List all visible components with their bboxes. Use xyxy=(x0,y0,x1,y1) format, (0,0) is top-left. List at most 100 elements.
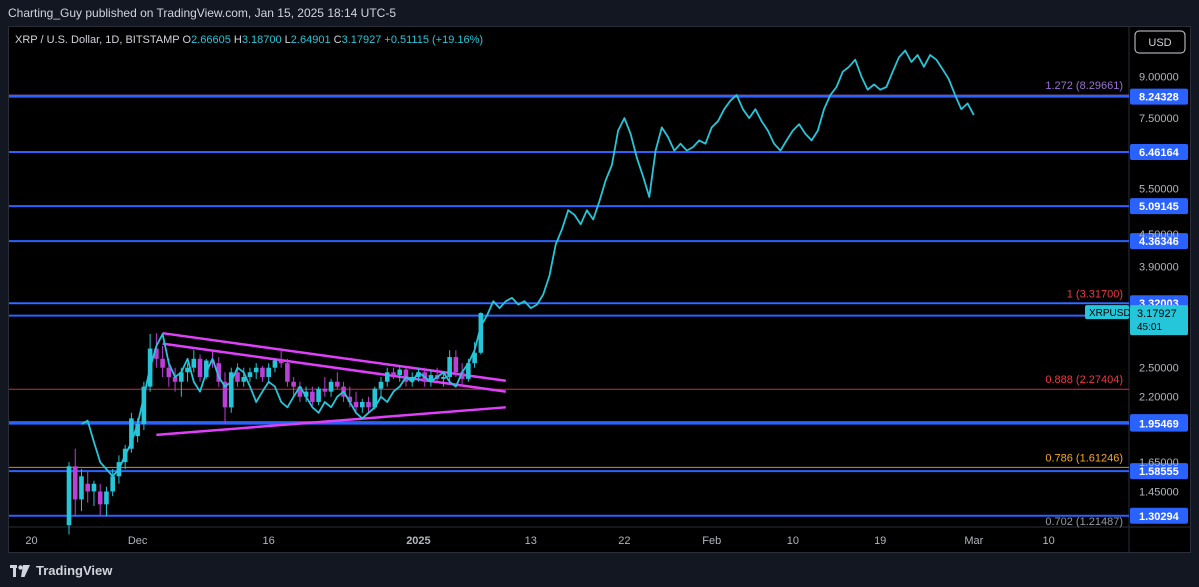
candle xyxy=(172,367,178,392)
candle-body xyxy=(378,381,384,389)
price-tag-bg xyxy=(1130,507,1188,524)
candle-body xyxy=(453,357,459,373)
candle-body xyxy=(303,391,309,397)
chart-frame[interactable]: 8.243286.461645.091454.363463.320033.144… xyxy=(8,26,1191,553)
price-tick-label: 9.00000 xyxy=(1139,72,1179,84)
candle-body xyxy=(347,396,353,402)
candle xyxy=(191,350,197,373)
fib-label: 1 (3.31700) xyxy=(1067,288,1123,300)
candle-body xyxy=(253,367,259,373)
candle xyxy=(453,350,459,377)
candle-body xyxy=(72,466,78,500)
candle xyxy=(416,367,421,382)
candle-body xyxy=(359,401,365,408)
candle-body xyxy=(247,372,253,377)
candle-body xyxy=(297,386,303,397)
candle xyxy=(347,386,353,408)
candle-body xyxy=(172,376,178,382)
candle-body xyxy=(335,381,340,387)
candle-body xyxy=(266,367,271,377)
price-tag: 8.24328 xyxy=(1130,88,1188,105)
candle xyxy=(104,486,109,517)
candle xyxy=(91,480,97,507)
candle-body xyxy=(472,352,477,364)
candle-body xyxy=(203,360,209,377)
candle-body xyxy=(459,372,465,379)
price-tick-label: 2.20000 xyxy=(1139,392,1179,404)
candle xyxy=(291,376,296,397)
candle xyxy=(328,378,334,397)
candle-body xyxy=(110,476,115,492)
legend-c-value: 3.17927 xyxy=(342,34,385,46)
legend-l-value: 2.64901 xyxy=(291,34,334,46)
fib-label: 0.888 (2.27404) xyxy=(1045,374,1123,386)
candle-body xyxy=(278,360,284,364)
candle-body xyxy=(85,483,91,492)
candle xyxy=(216,357,222,387)
candle-body xyxy=(97,491,103,505)
countdown-label: 45:01 xyxy=(1137,322,1162,333)
candle xyxy=(316,386,321,406)
time-tick-label: 16 xyxy=(263,535,275,547)
candle xyxy=(378,376,384,397)
candle xyxy=(266,363,271,382)
candle xyxy=(160,346,165,377)
candle xyxy=(253,363,259,379)
candle-body xyxy=(447,357,452,377)
candle xyxy=(441,372,446,387)
last-price-tag: XRPUSD 3.17927 45:01 xyxy=(1085,305,1188,336)
candle-body xyxy=(316,388,321,402)
candle xyxy=(278,350,284,368)
price-chart[interactable]: 8.243286.461645.091454.363463.320033.144… xyxy=(9,27,1190,552)
symbol-tag-bg xyxy=(1085,305,1129,320)
price-tag: 1.95469 xyxy=(1130,415,1188,432)
candle xyxy=(459,363,465,387)
currency-button-bg xyxy=(1134,30,1186,54)
candle-body xyxy=(441,376,446,379)
price-tag-bg xyxy=(1130,198,1188,215)
candle xyxy=(97,483,103,517)
footer-bar: TradingView xyxy=(0,555,1199,587)
candle-body xyxy=(166,367,172,377)
price-tag: 1.30294 xyxy=(1130,507,1188,524)
candle xyxy=(447,350,452,382)
candle xyxy=(428,369,434,387)
candle-body xyxy=(228,372,234,408)
candle xyxy=(366,396,371,413)
candle xyxy=(391,367,396,379)
candle xyxy=(310,386,315,408)
candle-body xyxy=(191,358,197,368)
price-tag-label: 6.46164 xyxy=(1139,147,1180,159)
candle-body xyxy=(353,401,359,408)
triangle-upper-outer-line xyxy=(162,331,506,383)
candle-body xyxy=(135,424,140,437)
candle xyxy=(235,363,240,387)
candle-body xyxy=(372,388,378,408)
tradingview-logo[interactable]: TradingView xyxy=(10,563,112,578)
candle xyxy=(297,381,303,402)
candle xyxy=(260,365,265,382)
candle-body xyxy=(285,363,290,382)
candle-body xyxy=(197,358,203,377)
time-tick-label: 2025 xyxy=(406,535,430,547)
time-tick-label: 19 xyxy=(874,535,886,547)
candle-body xyxy=(466,363,471,379)
publisher-banner: Charting_Guy published on TradingView.co… xyxy=(8,6,397,20)
time-tick-label: 10 xyxy=(1043,535,1055,547)
currency-button[interactable]: USD xyxy=(1134,30,1186,54)
candle-body xyxy=(366,401,371,408)
candle xyxy=(247,367,253,382)
price-tick-label: 1.45000 xyxy=(1139,486,1179,498)
triangle-lower-line xyxy=(156,406,506,437)
candle-body xyxy=(216,363,222,382)
candle-body xyxy=(328,381,334,392)
candle-body xyxy=(160,358,165,368)
price-tick-label: 3.90000 xyxy=(1139,262,1179,274)
candle xyxy=(197,354,203,382)
candle-body xyxy=(260,367,265,377)
candle-body xyxy=(179,372,184,382)
legend-symbol: XRP / U.S. Dollar, 1D, BITSTAMP xyxy=(15,34,183,46)
candle-body xyxy=(210,360,215,364)
legend-l-label: L xyxy=(285,34,291,46)
symbol-tag-label: XRPUSD xyxy=(1089,308,1131,319)
